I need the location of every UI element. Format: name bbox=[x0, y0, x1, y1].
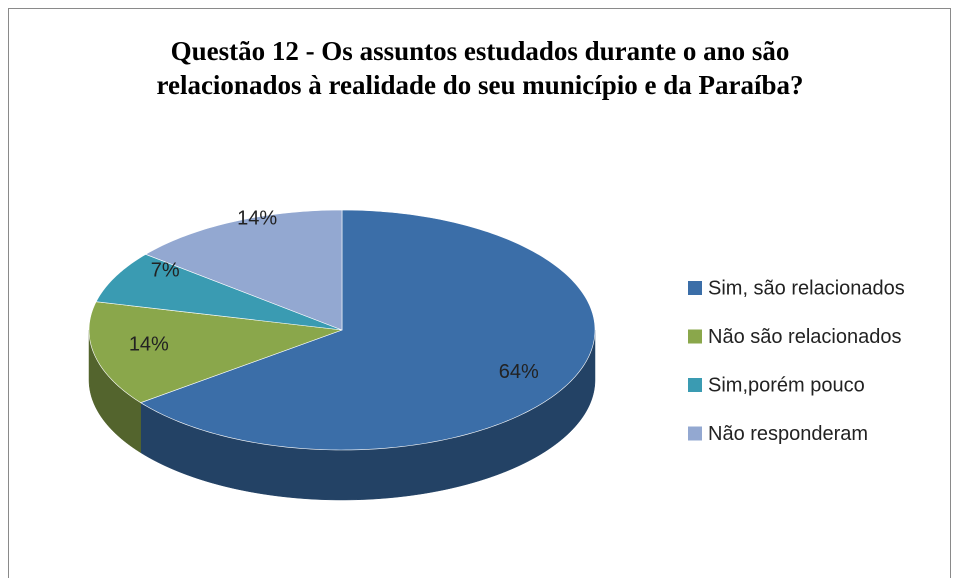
legend-label: Sim,porém pouco bbox=[708, 374, 865, 396]
legend-label: Não responderam bbox=[708, 423, 868, 445]
pie-slice bbox=[139, 209, 596, 451]
legend-label: Não são relacionados bbox=[708, 326, 901, 348]
chart-border bbox=[8, 8, 951, 578]
chart-title: Questão 12 - Os assuntos estudados duran… bbox=[156, 36, 804, 100]
data-label: 7% bbox=[151, 260, 180, 282]
legend-label: Sim, são relacionados bbox=[708, 277, 905, 299]
pie-slice bbox=[144, 209, 343, 331]
pie-slice bbox=[95, 254, 343, 331]
legend-swatch bbox=[688, 426, 702, 441]
data-label: 64% bbox=[499, 361, 539, 383]
legend-swatch bbox=[688, 378, 702, 392]
legend-swatch bbox=[688, 281, 702, 295]
data-label: 14% bbox=[237, 207, 277, 229]
data-label: 14% bbox=[129, 334, 169, 356]
legend-swatch bbox=[688, 329, 702, 344]
pie-slice bbox=[88, 301, 343, 404]
